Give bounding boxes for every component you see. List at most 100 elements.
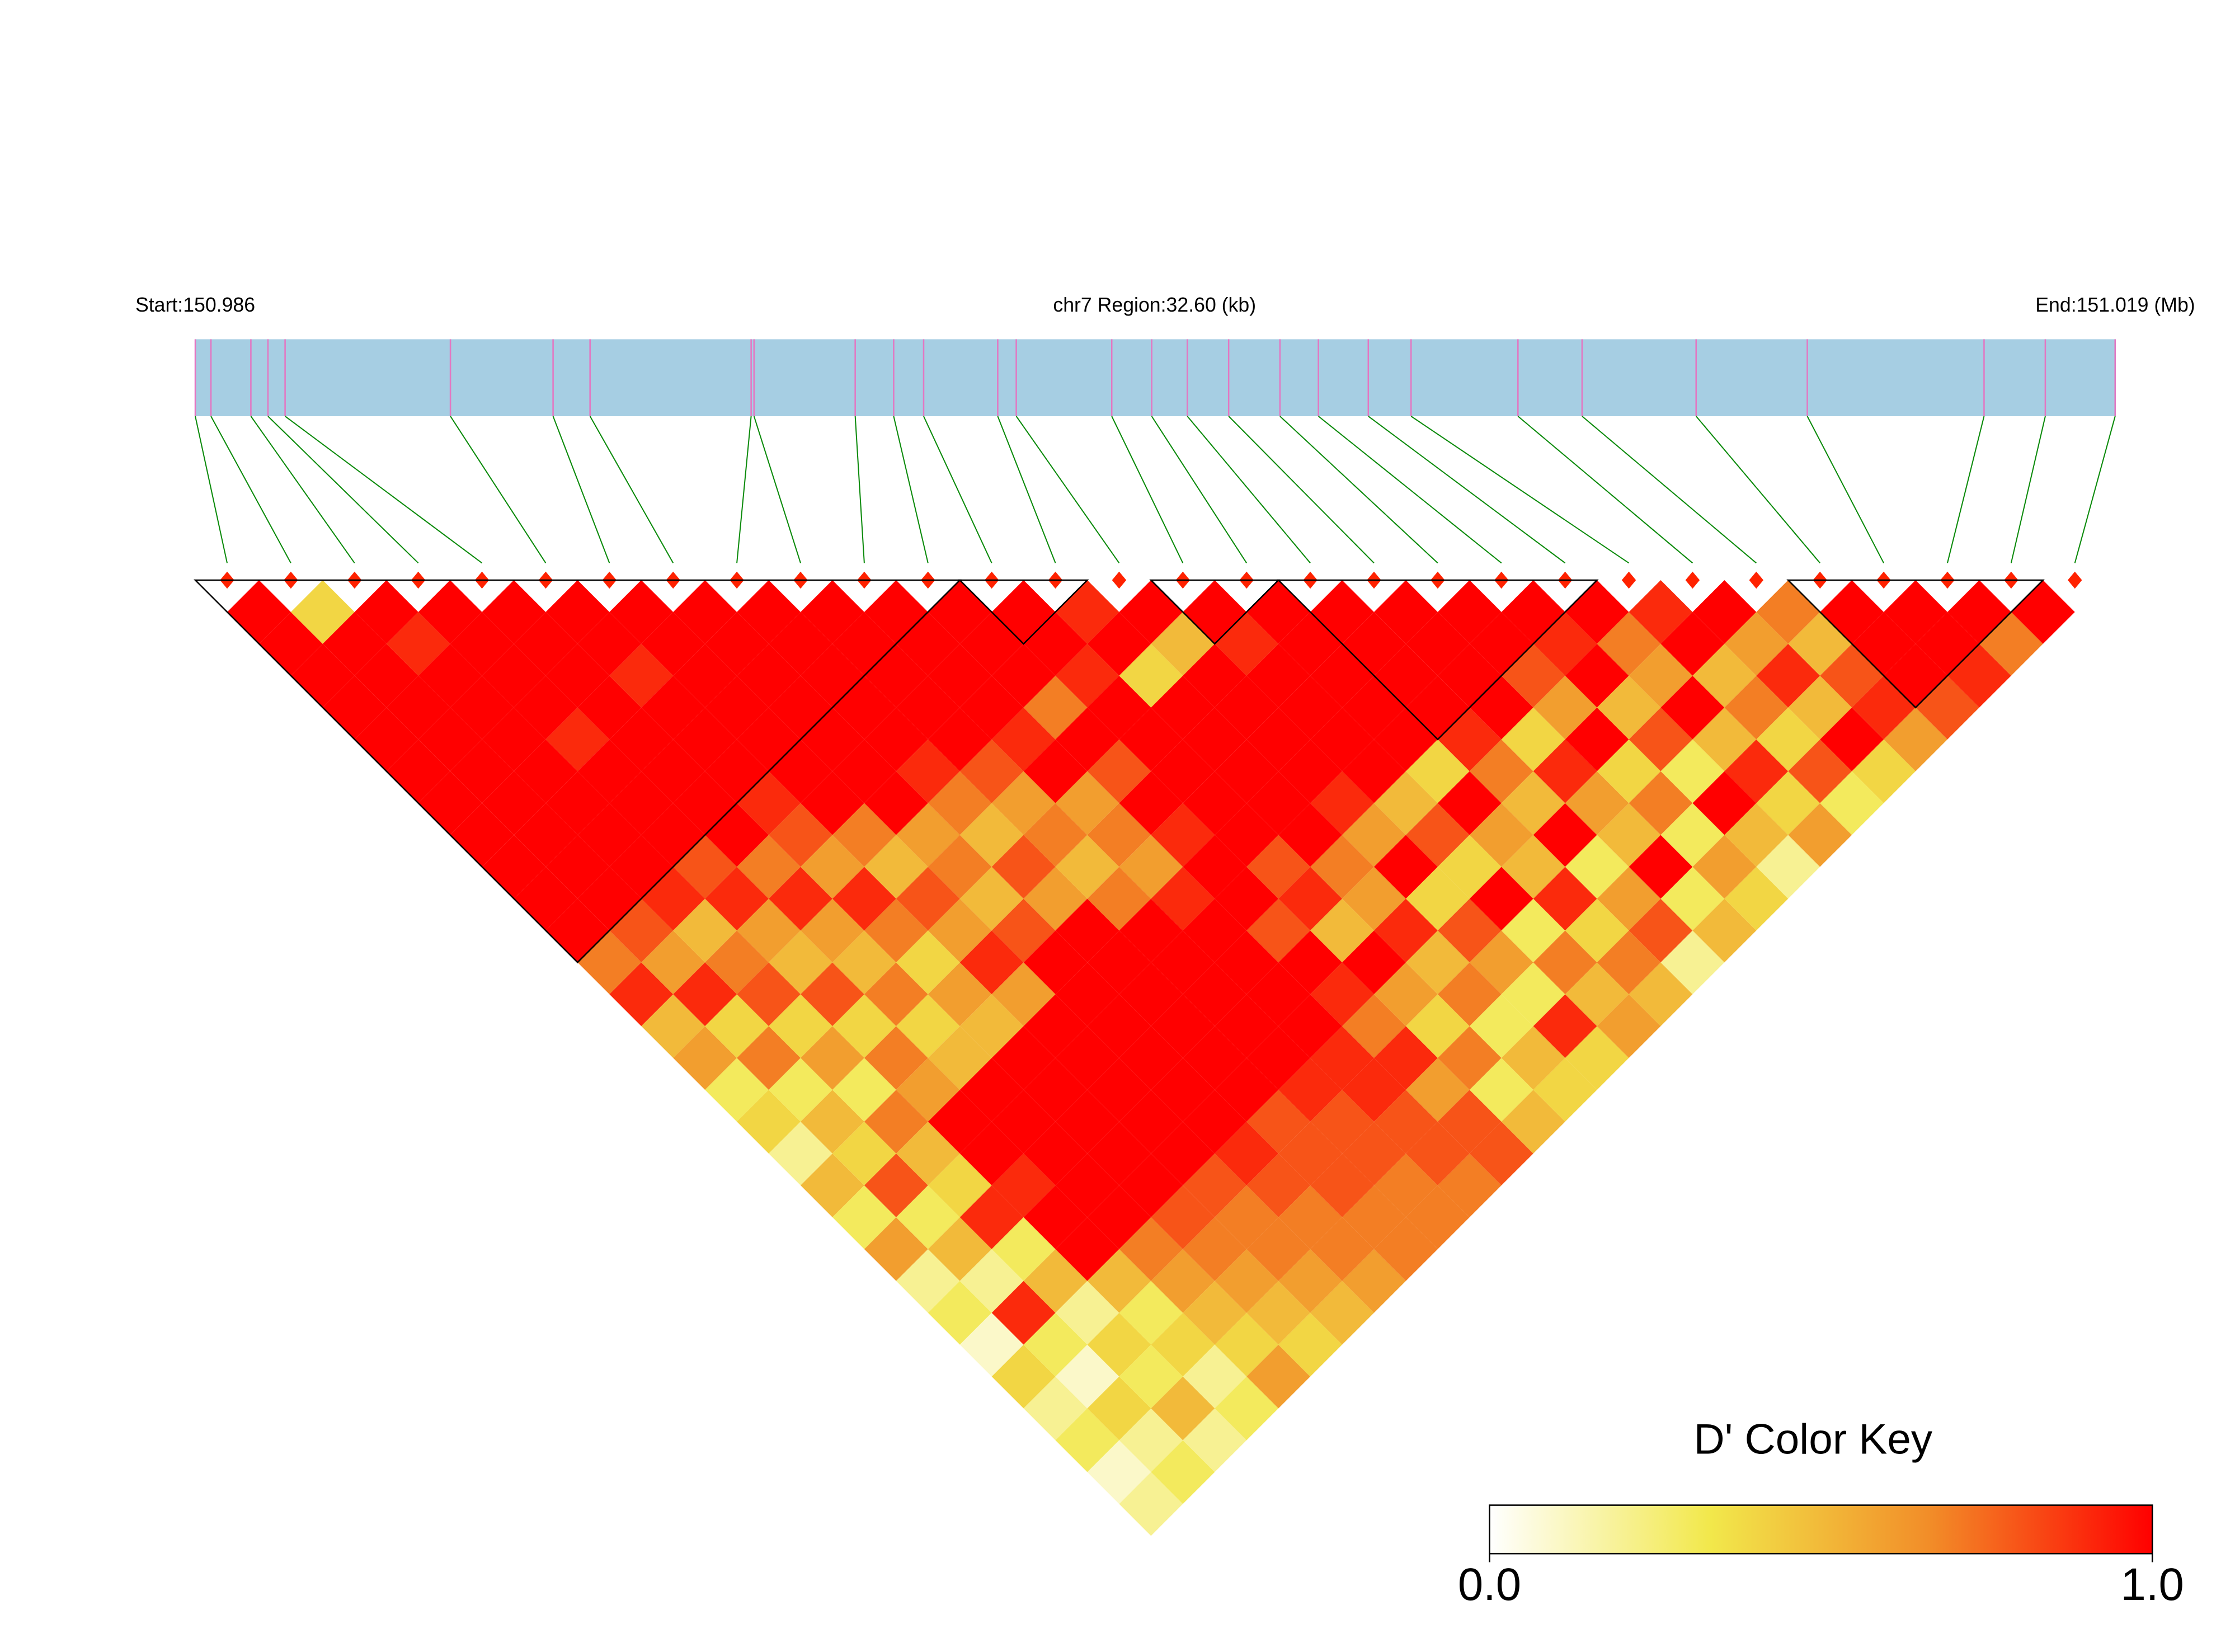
ld-cell bbox=[991, 771, 1056, 835]
ld-cell bbox=[673, 962, 737, 1027]
ld-cell bbox=[1310, 1217, 1374, 1281]
ld-cell bbox=[450, 611, 514, 676]
ld-cell bbox=[1246, 835, 1311, 899]
ld-cell bbox=[928, 1090, 992, 1154]
ld-cell bbox=[514, 803, 578, 867]
ld-cell bbox=[1087, 930, 1151, 995]
ld-cell bbox=[991, 580, 1056, 644]
ld-cell bbox=[450, 739, 514, 803]
snp-connector bbox=[854, 416, 865, 563]
ld-cell bbox=[991, 835, 1056, 899]
ld-cell bbox=[1565, 707, 1629, 771]
ld-cell bbox=[1501, 1090, 1565, 1154]
ld-cell bbox=[896, 994, 960, 1058]
ld-cell bbox=[673, 898, 737, 963]
ld-cell bbox=[1055, 898, 1119, 963]
ld-cell bbox=[1246, 771, 1311, 835]
ld-cell bbox=[1660, 675, 1725, 740]
ld-cell bbox=[641, 930, 705, 995]
ld-block bbox=[1277, 579, 1599, 741]
ld-cell bbox=[1055, 580, 1119, 644]
ld-cell bbox=[1373, 962, 1438, 1027]
ld-cell bbox=[1501, 580, 1565, 644]
ld-cell bbox=[386, 675, 450, 740]
ld-cell bbox=[1405, 739, 1470, 803]
ld-cell bbox=[514, 675, 578, 740]
ld-cell bbox=[896, 1058, 960, 1122]
ld-cell bbox=[832, 611, 896, 676]
ld-cell bbox=[641, 867, 705, 931]
ld-block bbox=[1786, 579, 2045, 709]
snp-connector bbox=[195, 416, 228, 563]
ld-cell bbox=[450, 675, 514, 740]
ld-cell bbox=[1310, 1153, 1374, 1217]
ld-cell bbox=[896, 1122, 960, 1185]
ld-cell bbox=[1023, 994, 1088, 1058]
snp-connector bbox=[2010, 416, 2046, 563]
ld-cell bbox=[1087, 867, 1151, 931]
ld-cell bbox=[864, 1153, 928, 1217]
ld-cell bbox=[1310, 707, 1374, 771]
ld-cell bbox=[1788, 675, 1852, 740]
ld-cell bbox=[1055, 1408, 1119, 1472]
snp-connector bbox=[1015, 416, 1120, 564]
ld-cell bbox=[1724, 611, 1789, 676]
ld-cell bbox=[1246, 1153, 1311, 1217]
ld-cell bbox=[896, 739, 960, 803]
ld-cell bbox=[1788, 803, 1852, 867]
ld-cell bbox=[959, 994, 1024, 1058]
ld-cell bbox=[1246, 1217, 1311, 1281]
ld-cell bbox=[227, 580, 291, 644]
color-key bbox=[1489, 1504, 2153, 1555]
ld-cell bbox=[1437, 1153, 1502, 1217]
ld-cell bbox=[1183, 1153, 1247, 1217]
ld-cell bbox=[1405, 611, 1470, 676]
ld-cell bbox=[1501, 771, 1565, 835]
ld-cell bbox=[1246, 707, 1311, 771]
ld-cell bbox=[832, 1122, 896, 1185]
ld-cell bbox=[928, 771, 992, 835]
ld-cell bbox=[609, 962, 674, 1027]
ld-cell bbox=[1629, 580, 1693, 644]
ld-cell bbox=[928, 898, 992, 963]
ld-cell bbox=[418, 707, 482, 771]
ld-cell bbox=[1405, 675, 1470, 740]
ld-cell bbox=[1501, 898, 1565, 963]
ld-cell bbox=[322, 675, 387, 740]
ld-cell bbox=[1660, 930, 1725, 995]
ld-cell bbox=[1246, 1344, 1311, 1409]
ld-cell bbox=[1437, 898, 1502, 963]
ld-cell bbox=[1151, 930, 1215, 995]
ld-cell bbox=[1629, 707, 1693, 771]
snp-connector bbox=[267, 416, 419, 564]
ld-cell bbox=[1278, 867, 1343, 931]
snp-connector bbox=[1151, 416, 1248, 563]
ld-cell bbox=[959, 675, 1024, 740]
ld-cell bbox=[864, 580, 928, 644]
ld-cell bbox=[1342, 1058, 1406, 1122]
ld-cell bbox=[1342, 739, 1406, 803]
ld-cell bbox=[1246, 1090, 1311, 1154]
snp-connector bbox=[589, 416, 674, 563]
snp-connector bbox=[736, 416, 752, 563]
snp-connector bbox=[753, 416, 801, 563]
ld-cell bbox=[1087, 611, 1151, 676]
ld-cell bbox=[737, 771, 801, 835]
snp-connector bbox=[1228, 416, 1375, 564]
ld-cell bbox=[1947, 643, 2011, 708]
ld-cell bbox=[1565, 835, 1629, 899]
ld-cell bbox=[1437, 1026, 1502, 1090]
ld-cell bbox=[959, 930, 1024, 995]
ld-cell bbox=[1151, 867, 1215, 931]
ld-cell bbox=[991, 707, 1056, 771]
snp-connector bbox=[284, 416, 483, 564]
ld-cell bbox=[1342, 1122, 1406, 1185]
ld-cell bbox=[1437, 707, 1502, 771]
ld-cell bbox=[1405, 867, 1470, 931]
ld-cell bbox=[864, 1217, 928, 1281]
ld-cell bbox=[1342, 803, 1406, 867]
region-bar bbox=[195, 339, 2115, 416]
ld-cell bbox=[1119, 1408, 1183, 1472]
ld-cell bbox=[1278, 1249, 1343, 1313]
ld-cell bbox=[545, 643, 610, 708]
